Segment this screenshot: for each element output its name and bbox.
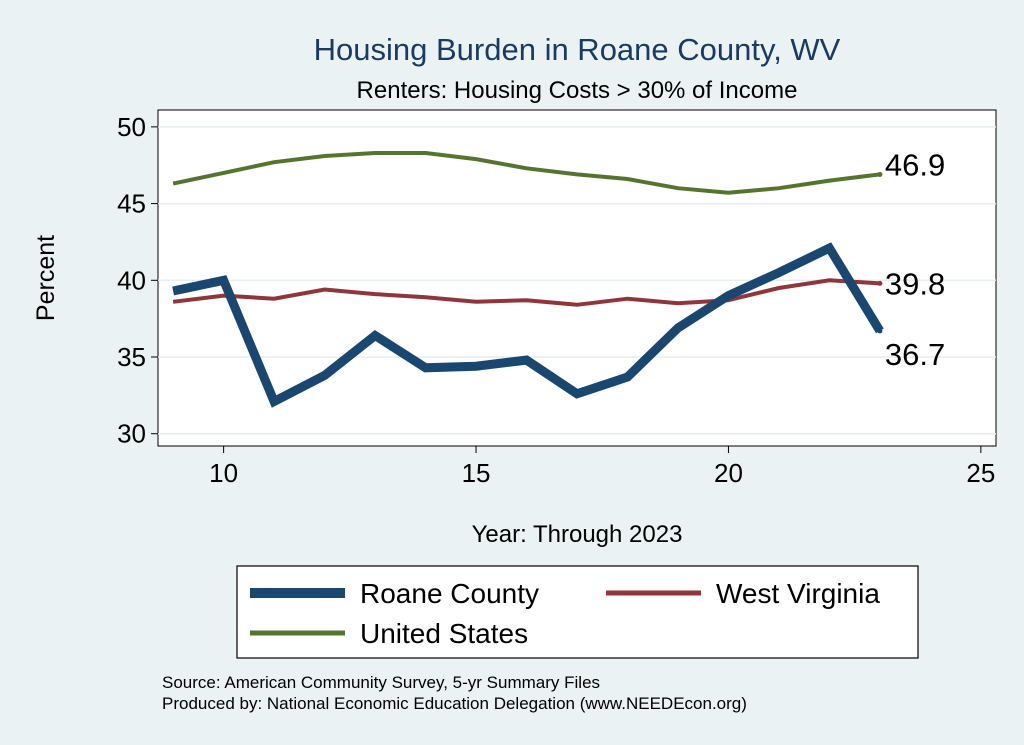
legend-label-united-states: United States <box>360 618 528 649</box>
series-end-marker-west-virginia <box>877 280 883 286</box>
y-tick-label-30: 30 <box>117 419 146 449</box>
series-end-marker-united-states <box>877 171 883 177</box>
y-tick-label-50: 50 <box>117 112 146 142</box>
end-label-united-states: 46.9 <box>885 147 945 182</box>
y-axis: 30 35 40 45 50 <box>117 112 158 449</box>
end-label-roane-county: 36.7 <box>885 337 945 372</box>
x-tick-label-25: 25 <box>966 458 995 488</box>
legend-label-west-virginia: West Virginia <box>716 578 880 609</box>
series-line-west-virginia <box>172 278 881 307</box>
x-axis: 10 15 20 25 <box>209 446 995 488</box>
chart-subtitle: Renters: Housing Costs > 30% of Income <box>357 77 798 104</box>
chart-title: Housing Burden in Roane County, WV <box>314 32 841 67</box>
series-line-united-states <box>172 151 881 195</box>
x-tick-label-10: 10 <box>209 458 238 488</box>
source-note: Source: American Community Survey, 5-yr … <box>162 673 600 692</box>
legend-box <box>236 565 919 659</box>
end-labels: 36.7 39.8 46.9 <box>885 147 945 371</box>
y-axis-title: Percent <box>32 235 60 321</box>
y-tick-label-35: 35 <box>117 342 146 372</box>
series-lines <box>172 151 884 408</box>
x-axis-title: Year: Through 2023 <box>472 521 683 548</box>
series-line-roane-county <box>172 242 884 408</box>
series-end-marker-roane-county <box>877 328 883 334</box>
end-label-west-virginia: 39.8 <box>885 266 945 301</box>
y-tick-label-40: 40 <box>117 265 146 295</box>
y-tick-label-45: 45 <box>117 189 146 219</box>
x-tick-label-15: 15 <box>462 458 491 488</box>
legend-label-roane: Roane County <box>360 578 539 609</box>
x-tick-label-20: 20 <box>714 458 743 488</box>
produced-by-note: Produced by: National Economic Education… <box>162 694 747 713</box>
legend: Roane County West Virginia United States <box>236 565 919 659</box>
gridlines <box>158 126 996 435</box>
